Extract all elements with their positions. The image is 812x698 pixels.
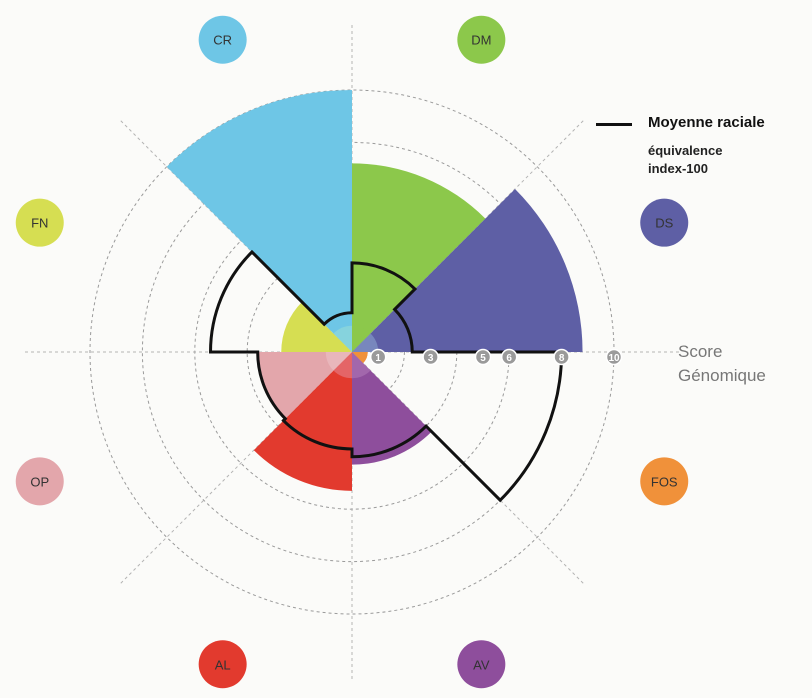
sector-cr (166, 90, 352, 352)
legend-subtitle: équivalence index-100 (648, 142, 722, 178)
sector-core-fos (352, 352, 368, 364)
category-bubble-fn (15, 198, 64, 247)
tick-marker (605, 348, 623, 366)
sector-core-dm (352, 325, 371, 352)
legend-sub-line2: index-100 (648, 161, 708, 176)
tick-marker (553, 348, 570, 366)
category-label-ds: DS (655, 216, 673, 231)
tick-marker (369, 348, 387, 366)
sector-core-ds (352, 333, 379, 352)
tick-marker (422, 348, 439, 366)
sector-core-cr (333, 325, 352, 352)
sector-core-av (352, 352, 371, 379)
sectors (166, 90, 583, 491)
tick-marker (474, 348, 492, 366)
axis-title: Score Génomique (678, 340, 766, 388)
legend-average-line (596, 123, 632, 126)
category-label-cr: CR (213, 33, 232, 48)
axis-title-line1: Score (678, 342, 723, 361)
average-outline (209, 249, 564, 503)
category-labels: DM DS FOS AV AL OP FN CR (15, 15, 689, 689)
sector-al (253, 352, 352, 491)
category-bubble-dm (457, 15, 506, 64)
category-bubble-av (457, 640, 506, 689)
sector-op (257, 352, 352, 419)
tick-label: 6 (506, 353, 512, 364)
tick-label: 5 (480, 353, 486, 364)
category-label-av: AV (473, 657, 490, 672)
category-bubble-al (198, 640, 247, 689)
sector-ds (352, 188, 583, 352)
category-label-op: OP (30, 474, 49, 489)
legend-title: Moyenne raciale (648, 114, 765, 131)
category-bubble-ds (640, 198, 689, 247)
category-label-fos: FOS (651, 474, 678, 489)
sector-core-op (325, 352, 352, 371)
tick-label: 8 (559, 353, 565, 364)
sector-core-al (333, 352, 352, 379)
category-bubble-fos (640, 457, 689, 506)
category-bubble-cr (198, 15, 247, 64)
axis-title-line2: Génomique (678, 366, 766, 385)
tick-label: 3 (428, 353, 434, 364)
category-label-fn: FN (31, 216, 48, 231)
ring-ticks: 1 3 5 6 8 10 (369, 348, 623, 366)
sector-dm (352, 163, 486, 352)
tick-label: 1 (375, 353, 381, 364)
category-label-dm: DM (471, 33, 491, 48)
tick-label: 10 (608, 353, 620, 364)
category-label-al: AL (215, 657, 231, 672)
category-bubble-op (15, 457, 64, 506)
sector-core-fn (325, 333, 352, 352)
legend-sub-line1: équivalence (648, 143, 723, 158)
tick-marker (500, 348, 518, 366)
